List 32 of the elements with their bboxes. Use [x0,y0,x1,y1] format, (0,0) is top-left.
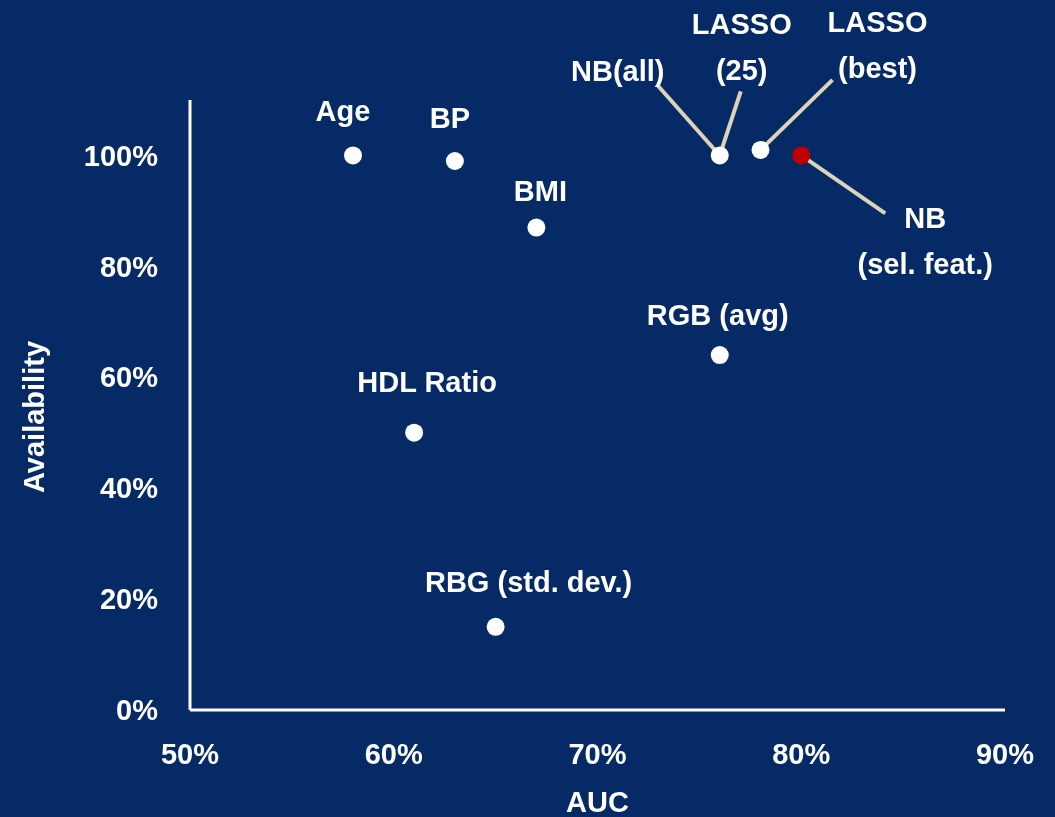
point [710,146,729,165]
annotation: HDL Ratio [357,365,497,398]
x-tick-label: 50% [160,738,220,770]
y-tick-label: 40% [99,472,159,505]
y-tick-label: 80% [99,250,159,283]
point [486,617,505,636]
point [344,146,362,165]
y-tick-label: 20% [99,583,159,616]
point [792,146,811,165]
x-tick-label: 70% [568,738,627,770]
y-tick-label: 100% [83,139,159,172]
annotation: BP [429,102,471,135]
y-tick-label: 0% [116,694,159,727]
point [710,346,729,365]
x-tick-label: 60% [364,738,423,770]
x-tick-label: 80% [772,738,831,770]
x-axis-title: AUC [566,786,629,817]
annotation: BMI [513,174,567,207]
annotation: RBG (std. dev.) [424,565,633,598]
y-axis-title: Availability [18,340,50,494]
annotation: LASSO (best) [827,6,928,85]
point [445,152,464,170]
point [405,423,424,442]
x-tick-label: 90% [975,738,1035,770]
annotation: NB (sel. feat.) [857,201,993,280]
annotation: LASSO (25) [691,7,792,86]
point [751,140,770,159]
point [527,218,546,237]
y-tick-label: 60% [99,361,159,394]
annotation: RGB (avg) [646,299,789,332]
annotation: Age [315,94,371,127]
annotation: NB(all) [571,54,665,87]
